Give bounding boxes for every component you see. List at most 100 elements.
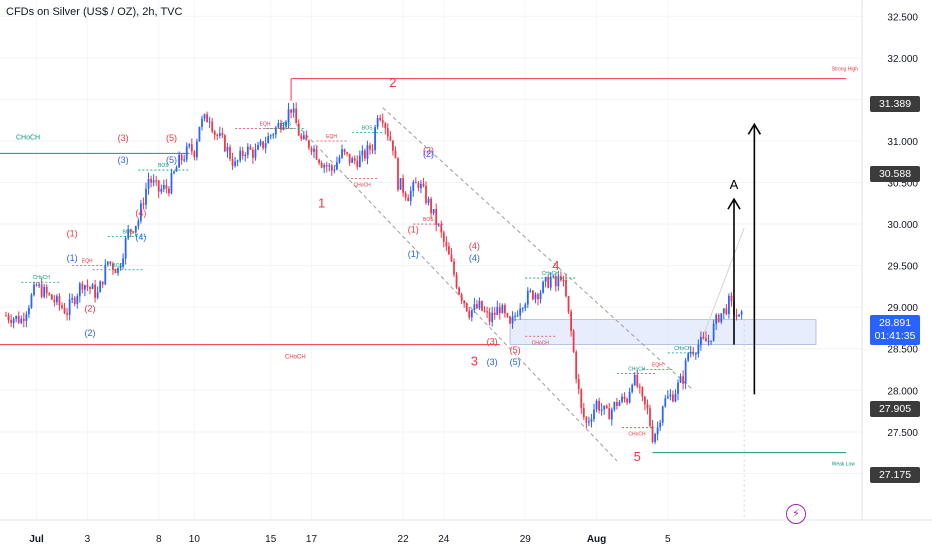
candle-body bbox=[374, 127, 376, 151]
structure-label: EQH bbox=[326, 134, 337, 140]
candle-body bbox=[521, 308, 524, 310]
candle-body bbox=[315, 148, 318, 160]
candle-body bbox=[183, 159, 186, 161]
candle-body bbox=[694, 353, 697, 355]
candle-body bbox=[427, 198, 430, 203]
candle-body bbox=[20, 318, 23, 323]
candle-body bbox=[458, 287, 460, 295]
candle-body bbox=[157, 180, 160, 192]
candle-body bbox=[134, 225, 137, 233]
candle-body bbox=[409, 190, 412, 202]
candle-body bbox=[10, 320, 12, 324]
candle-body bbox=[201, 118, 203, 127]
structure-label: BOS bbox=[280, 122, 291, 128]
candle-body bbox=[608, 408, 611, 420]
candle-body bbox=[73, 297, 76, 304]
candle-body bbox=[585, 417, 588, 423]
candle-body bbox=[76, 296, 79, 304]
candle-body bbox=[190, 144, 193, 152]
x-tick-label: Jul bbox=[29, 534, 44, 545]
candle-body bbox=[560, 276, 562, 280]
candle-body bbox=[715, 314, 718, 324]
structure-label: BOS bbox=[423, 217, 434, 223]
candle-body bbox=[450, 254, 453, 262]
candle-body bbox=[565, 279, 567, 297]
candle-body bbox=[636, 375, 639, 387]
candle-body bbox=[185, 146, 188, 160]
candle-body bbox=[618, 401, 621, 406]
candle-body bbox=[241, 150, 244, 156]
candle-body bbox=[109, 261, 112, 264]
demand-zone bbox=[509, 319, 817, 345]
candle-body bbox=[491, 312, 494, 322]
candle-body bbox=[89, 287, 91, 289]
candle-body bbox=[677, 382, 679, 394]
candle-body bbox=[81, 283, 84, 290]
candle-body bbox=[7, 315, 10, 321]
candle-body bbox=[361, 150, 364, 156]
structure-label: CHoCH bbox=[33, 275, 51, 281]
candle-body bbox=[511, 316, 514, 324]
candle-body bbox=[12, 318, 15, 324]
candle-body bbox=[53, 299, 56, 303]
candle-body bbox=[86, 285, 89, 288]
candle-body bbox=[654, 434, 656, 442]
candle-body bbox=[290, 109, 292, 113]
candle-body bbox=[239, 150, 242, 161]
candle-body bbox=[267, 136, 270, 144]
candle-body bbox=[366, 145, 369, 159]
candle-body bbox=[590, 419, 593, 422]
wave-label-small: (2) bbox=[85, 303, 96, 313]
candle-body bbox=[274, 127, 277, 135]
candle-body bbox=[542, 281, 544, 293]
candle-body bbox=[646, 404, 649, 409]
candle-body bbox=[470, 310, 473, 318]
candle-body bbox=[277, 122, 280, 128]
candle-body bbox=[603, 405, 606, 410]
candle-body bbox=[455, 274, 458, 288]
candle-body bbox=[476, 304, 478, 309]
candle-body bbox=[486, 311, 488, 313]
candle-body bbox=[580, 389, 583, 409]
candle-body bbox=[99, 281, 102, 293]
candle-body bbox=[203, 114, 206, 119]
candle-body bbox=[435, 209, 438, 225]
wave-label-small: (5) bbox=[510, 357, 521, 367]
candle-body bbox=[465, 303, 468, 311]
candle-body bbox=[720, 313, 723, 322]
candle-body bbox=[567, 296, 570, 312]
candle-body bbox=[325, 165, 328, 167]
candle-body bbox=[94, 284, 96, 298]
candle-body bbox=[437, 224, 440, 226]
candle-body bbox=[285, 122, 287, 127]
candle-body bbox=[529, 290, 532, 292]
candle-body bbox=[422, 183, 425, 186]
lightning-icon[interactable]: ⚡ bbox=[786, 504, 806, 524]
candle-body bbox=[328, 165, 331, 167]
candle-body bbox=[516, 315, 519, 317]
candle-body bbox=[631, 384, 634, 392]
candle-body bbox=[445, 241, 448, 247]
wave-label-small: (2) bbox=[85, 328, 96, 338]
candle-body bbox=[664, 398, 667, 407]
candle-body bbox=[193, 151, 196, 158]
candle-body bbox=[656, 427, 659, 435]
candle-body bbox=[152, 180, 155, 183]
candle-body bbox=[305, 135, 308, 141]
candle-body bbox=[623, 396, 626, 399]
candle-body bbox=[338, 157, 341, 163]
candle-body bbox=[501, 305, 504, 314]
y-tick-label: 27.500 bbox=[887, 428, 918, 439]
candle-body bbox=[641, 387, 644, 397]
candle-body bbox=[15, 315, 18, 319]
candle-body bbox=[280, 122, 282, 130]
candle-body bbox=[162, 185, 165, 189]
arrow-target-head bbox=[747, 122, 762, 135]
candle-body bbox=[605, 405, 608, 409]
candle-body bbox=[412, 182, 415, 191]
candle-body bbox=[575, 351, 578, 380]
x-tick-label: 3 bbox=[85, 534, 91, 545]
candle-body bbox=[633, 375, 636, 385]
structure-label: BOS bbox=[112, 263, 123, 269]
